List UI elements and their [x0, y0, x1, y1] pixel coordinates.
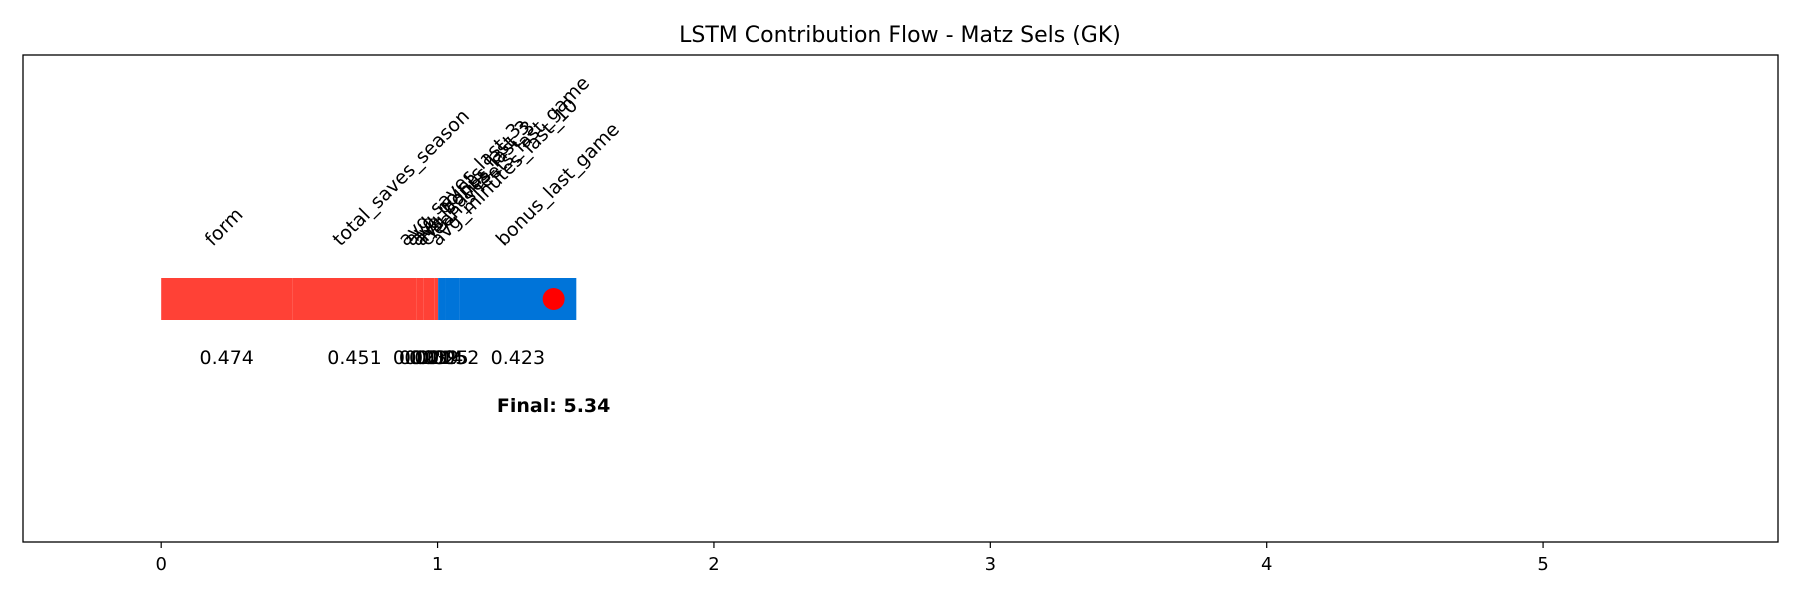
bar-segment	[416, 278, 424, 320]
value-labels: 0.474 0.451 0.0230.0210.0190.0140.0250.052…	[199, 347, 545, 369]
value-label: 0.025	[414, 347, 468, 369]
bar-segment	[428, 278, 435, 320]
value-label: 0.014	[409, 347, 463, 369]
final-marker	[542, 288, 565, 310]
value-label: 0.019	[404, 347, 458, 369]
bar-segment	[434, 278, 439, 320]
x-tick-label: 4	[1261, 554, 1272, 575]
value-label: 0.052	[425, 347, 479, 369]
x-tick-label: 3	[985, 554, 996, 575]
feature-labels: form total_saves_seasonavg_saves_last_3av…	[201, 72, 624, 251]
bar-segment	[161, 278, 293, 320]
final-label: Final: 5.34	[497, 395, 610, 417]
x-tick-label: 2	[708, 554, 719, 575]
value-label: 0.023	[393, 347, 447, 369]
value-label: 0.021	[399, 347, 453, 369]
bar-segments	[161, 278, 577, 320]
x-tick-label: 0	[155, 554, 166, 575]
bar-segment	[445, 278, 460, 320]
value-label: 0.423	[491, 347, 545, 369]
chart-title: LSTM Contribution Flow - Matz Sels (GK)	[679, 23, 1121, 48]
bar-segment	[438, 278, 446, 320]
bar-segment	[423, 278, 429, 320]
feature-label: form	[201, 204, 248, 251]
value-label: 0.474	[199, 347, 253, 369]
x-axis: 0 1 2 3 4 5	[155, 542, 1549, 575]
bar-segment	[292, 278, 417, 320]
plot-frame	[22, 54, 1779, 543]
value-label: 0.451	[327, 347, 381, 369]
x-tick-label: 5	[1537, 554, 1548, 575]
x-tick-label: 1	[432, 554, 443, 575]
